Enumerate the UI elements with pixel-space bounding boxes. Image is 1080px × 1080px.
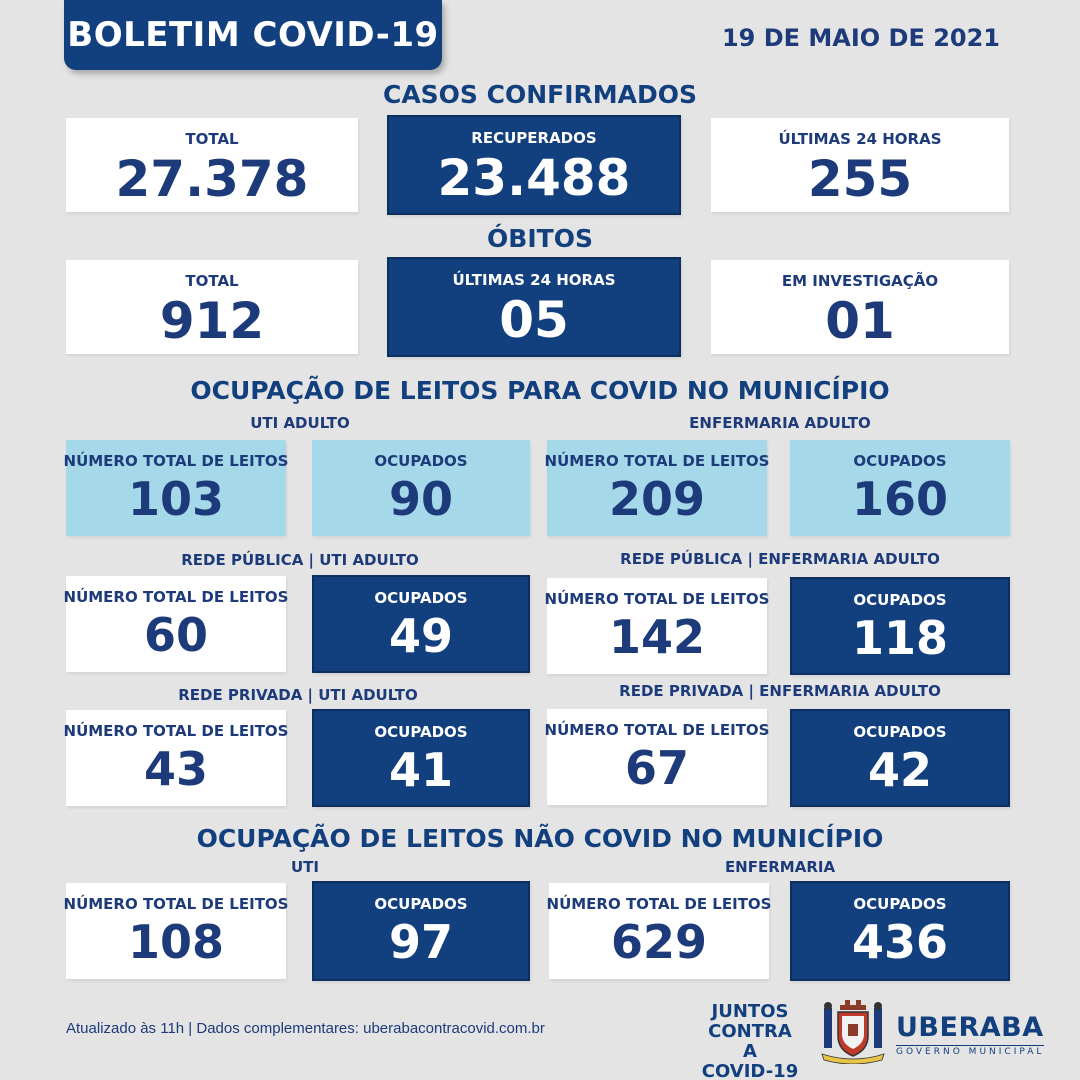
obitos-ultimas-value: 05 (499, 291, 569, 349)
obitos-ultimas-label: ÚLTIMAS 24 HORAS (452, 271, 616, 289)
enf-adulto-label: ENFERMARIA ADULTO (689, 414, 871, 432)
nao-covid-uti-total-card: NÚMERO TOTAL DE LEITOS 108 (63, 883, 289, 979)
pub-uti-ocup-card: OCUPADOS 49 (312, 575, 530, 673)
priv-uti-total-value: 43 (143, 742, 208, 796)
pub-uti-ocup-value: 49 (388, 609, 453, 663)
pub-uti-total-value: 60 (143, 608, 208, 662)
casos-total-label: TOTAL (185, 130, 239, 148)
uti-ocup-card: OCUPADOS 90 (312, 440, 530, 536)
nao-covid-uti-total-value: 108 (127, 915, 225, 969)
juntos-line-3: COVID-19 (701, 1061, 799, 1080)
juntos-line-2: CONTRA A (708, 1021, 792, 1062)
nao-covid-enf-ocup-card: OCUPADOS 436 (790, 881, 1010, 981)
obitos-total-card: TOTAL 912 (66, 260, 358, 354)
priv-uti-ocup-label: OCUPADOS (374, 723, 468, 741)
priv-enf-total-value: 67 (624, 741, 689, 795)
pub-enf-ocup-label: OCUPADOS (853, 591, 947, 609)
nao-covid-uti-ocup-card: OCUPADOS 97 (312, 881, 530, 981)
obitos-total-value: 912 (159, 292, 265, 350)
nao-covid-enf-total-value: 629 (610, 915, 708, 969)
priv-uti-ocup-value: 41 (388, 743, 453, 797)
uti-adulto-label: UTI ADULTO (250, 414, 350, 432)
priv-uti-label: REDE PRIVADA | UTI ADULTO (178, 686, 418, 704)
bulletin-date: 19 DE MAIO DE 2021 (721, 24, 1000, 52)
casos-total-value: 27.378 (115, 150, 309, 208)
bulletin-title: BOLETIM COVID-19 (64, 0, 442, 70)
nao-covid-uti-total-label: NÚMERO TOTAL DE LEITOS (63, 895, 289, 913)
obitos-total-label: TOTAL (185, 272, 239, 290)
casos-recuperados-card: RECUPERADOS 23.488 (387, 115, 681, 215)
enf-total-card: NÚMERO TOTAL DE LEITOS 209 (544, 440, 770, 536)
pub-enf-total-value: 142 (608, 610, 706, 664)
casos-ultimas-card: ÚLTIMAS 24 HORAS 255 (711, 118, 1009, 212)
nao-covid-enf-ocup-label: OCUPADOS (853, 895, 947, 913)
nao-covid-uti-ocup-value: 97 (388, 915, 453, 969)
obitos-title: ÓBITOS (487, 224, 593, 253)
casos-total-card: TOTAL 27.378 (66, 118, 358, 212)
governo-municipal-label: GOVERNO MUNICIPAL (896, 1045, 1045, 1057)
casos-title: CASOS CONFIRMADOS (382, 80, 698, 109)
enf-total-label: NÚMERO TOTAL DE LEITOS (544, 452, 770, 470)
pub-enf-ocup-value: 118 (851, 611, 949, 665)
priv-uti-ocup-card: OCUPADOS 41 (312, 709, 530, 807)
priv-uti-total-card: NÚMERO TOTAL DE LEITOS 43 (63, 710, 289, 806)
uti-total-label: NÚMERO TOTAL DE LEITOS (63, 452, 289, 470)
priv-enf-ocup-label: OCUPADOS (853, 723, 947, 741)
obitos-investigacao-label: EM INVESTIGAÇÃO (781, 272, 939, 290)
covid-leitos-title: OCUPAÇÃO DE LEITOS PARA COVID NO MUNICÍP… (190, 376, 890, 405)
uti-total-card: NÚMERO TOTAL DE LEITOS 103 (63, 440, 289, 536)
nao-covid-enf-total-label: NÚMERO TOTAL DE LEITOS (546, 895, 772, 913)
juntos-contra-covid-logo: JUNTOS CONTRA A COVID-19 (700, 1002, 800, 1080)
casos-ultimas-label: ÚLTIMAS 24 HORAS (778, 130, 942, 148)
uti-ocup-value: 90 (388, 472, 453, 526)
enf-ocup-value: 160 (851, 472, 949, 526)
priv-uti-total-label: NÚMERO TOTAL DE LEITOS (63, 722, 289, 740)
casos-recuperados-label: RECUPERADOS (471, 129, 597, 147)
pub-enf-total-card: NÚMERO TOTAL DE LEITOS 142 (544, 578, 770, 674)
uberaba-name: UBERABA (896, 1012, 1044, 1043)
obitos-ultimas-card: ÚLTIMAS 24 HORAS 05 (387, 257, 681, 357)
nao-covid-uti-ocup-label: OCUPADOS (374, 895, 468, 913)
uberaba-crest-icon (821, 1000, 885, 1064)
priv-enf-total-label: NÚMERO TOTAL DE LEITOS (544, 721, 770, 739)
uti-ocup-label: OCUPADOS (374, 452, 468, 470)
footer-updated-text: Atualizado às 11h | Dados complementares… (66, 1020, 545, 1037)
pub-enf-ocup-card: OCUPADOS 118 (790, 577, 1010, 675)
pub-uti-total-label: NÚMERO TOTAL DE LEITOS (63, 588, 289, 606)
nao-covid-enf-ocup-value: 436 (851, 915, 949, 969)
pub-uti-total-card: NÚMERO TOTAL DE LEITOS 60 (63, 576, 289, 672)
priv-enf-ocup-value: 42 (867, 743, 932, 797)
enf-ocup-card: OCUPADOS 160 (790, 440, 1010, 536)
priv-enf-label: REDE PRIVADA | ENFERMARIA ADULTO (619, 682, 941, 700)
obitos-investigacao-value: 01 (825, 292, 895, 350)
juntos-line-1: JUNTOS (711, 1001, 789, 1022)
uberaba-logo: UBERABA GOVERNO MUNICIPAL (896, 1012, 1045, 1057)
enf-total-value: 209 (608, 472, 706, 526)
nao-covid-enf-label: ENFERMARIA (724, 858, 836, 876)
pub-enf-total-label: NÚMERO TOTAL DE LEITOS (544, 590, 770, 608)
obitos-investigacao-card: EM INVESTIGAÇÃO 01 (711, 260, 1009, 354)
priv-enf-ocup-card: OCUPADOS 42 (790, 709, 1010, 807)
nao-covid-uti-label: UTI (291, 858, 319, 876)
nao-covid-title: OCUPAÇÃO DE LEITOS NÃO COVID NO MUNICÍPI… (196, 824, 884, 853)
casos-recuperados-value: 23.488 (437, 149, 631, 207)
pub-uti-label: REDE PÚBLICA | UTI ADULTO (181, 551, 419, 569)
pub-uti-ocup-label: OCUPADOS (374, 589, 468, 607)
nao-covid-enf-total-card: NÚMERO TOTAL DE LEITOS 629 (546, 883, 772, 979)
uti-total-value: 103 (127, 472, 225, 526)
enf-ocup-label: OCUPADOS (853, 452, 947, 470)
priv-enf-total-card: NÚMERO TOTAL DE LEITOS 67 (544, 709, 770, 805)
pub-enf-label: REDE PÚBLICA | ENFERMARIA ADULTO (620, 550, 940, 568)
casos-ultimas-value: 255 (807, 150, 913, 208)
